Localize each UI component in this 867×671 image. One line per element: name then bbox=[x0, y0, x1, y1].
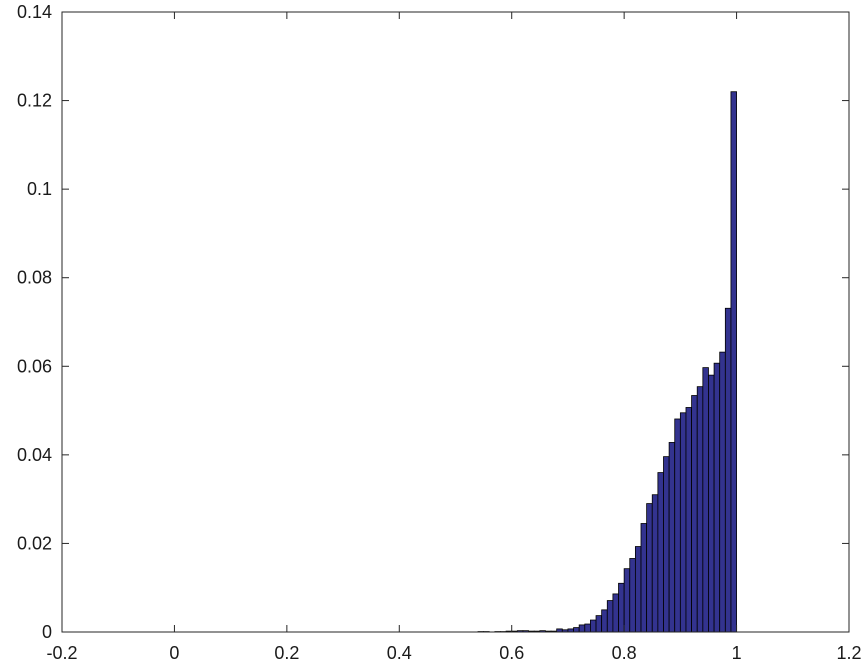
histogram-bar bbox=[606, 600, 614, 633]
y-tick-label: 0.08 bbox=[17, 268, 52, 288]
histogram-bar bbox=[629, 558, 636, 633]
histogram-bar bbox=[696, 386, 704, 633]
histogram-bar bbox=[679, 412, 687, 633]
x-tick-label: 0.2 bbox=[274, 643, 299, 663]
histogram-bar bbox=[618, 582, 625, 633]
y-tick-label: 0.06 bbox=[17, 356, 52, 376]
axes-box bbox=[61, 11, 850, 633]
histogram-bar bbox=[730, 91, 737, 633]
histogram-bar bbox=[623, 568, 631, 633]
x-tick-label: 0.6 bbox=[499, 643, 524, 663]
histogram-bar bbox=[651, 494, 659, 633]
y-tick-label: 0.04 bbox=[17, 445, 52, 465]
y-tick-label: 0 bbox=[42, 622, 52, 642]
histogram-bar bbox=[724, 307, 732, 633]
y-tick-label: 0.1 bbox=[27, 179, 52, 199]
x-tick-label: 1 bbox=[732, 643, 742, 663]
histogram-bar bbox=[646, 503, 653, 633]
histogram-bar bbox=[719, 351, 726, 633]
histogram-bar bbox=[612, 593, 619, 633]
y-tick-label: 0.02 bbox=[17, 533, 52, 553]
histogram-bar bbox=[573, 627, 580, 633]
histogram-bar bbox=[702, 367, 709, 633]
x-tick-label: 0.4 bbox=[387, 643, 412, 663]
histogram-bar bbox=[663, 456, 670, 633]
histogram-bar bbox=[640, 523, 648, 633]
histogram-bar bbox=[578, 624, 586, 633]
x-tick-label: 0.8 bbox=[612, 643, 637, 663]
x-tick-label: 0 bbox=[169, 643, 179, 663]
histogram-bar bbox=[713, 362, 721, 633]
histogram-bar bbox=[590, 619, 597, 633]
histogram-bar bbox=[634, 546, 642, 633]
y-tick-label: 0.14 bbox=[17, 2, 52, 22]
histogram-bar bbox=[685, 407, 693, 633]
x-tick-label: 1.2 bbox=[836, 643, 861, 663]
histogram-bar bbox=[657, 472, 664, 633]
x-tick-label: -0.2 bbox=[46, 643, 77, 663]
y-tick-label: 0.12 bbox=[17, 91, 52, 111]
histogram-bar bbox=[708, 374, 715, 633]
histogram-bar bbox=[595, 615, 603, 633]
histogram-bar bbox=[601, 609, 608, 633]
histogram-bar bbox=[584, 623, 591, 633]
histogram-bar bbox=[674, 418, 681, 633]
histogram-bar bbox=[668, 442, 676, 633]
histogram-bar bbox=[691, 395, 698, 633]
